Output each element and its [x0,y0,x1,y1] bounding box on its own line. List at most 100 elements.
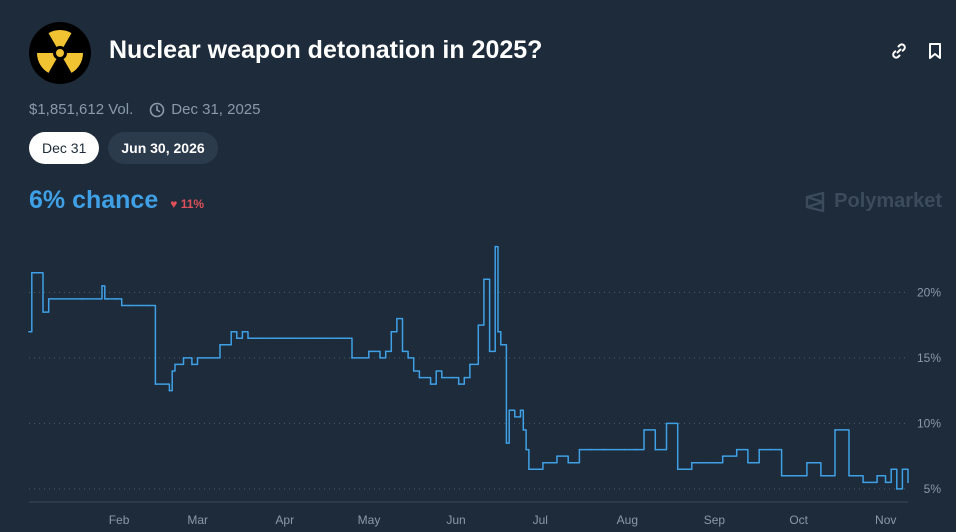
series-point [418,376,421,379]
series-point [884,481,887,484]
series-point [390,330,393,333]
series-point [643,429,645,431]
series-point [154,383,157,385]
x-tick-label: Sep [704,513,726,527]
end-date-label: Dec 31, 2025 [171,101,261,118]
series-point [401,350,404,353]
x-tick-label: Feb [109,513,130,527]
tab-jun-30-2026[interactable]: Jun 30, 2026 [108,132,218,164]
series-point [280,337,283,340]
series-point [901,468,904,471]
brand-name: Polymarket [834,190,942,212]
down-triangle-icon: ♥ [170,197,178,211]
series-point [747,461,749,464]
series-point [317,337,320,340]
series-point [106,298,109,300]
series-point [379,357,381,359]
series-point [488,350,491,353]
series-point [542,461,544,464]
series-point [81,298,84,300]
x-tick-label: Jun [446,513,465,527]
series-point [806,461,808,464]
chance-value: 6% chance [29,186,159,214]
series-point [247,337,249,340]
x-tick-label: May [358,513,381,527]
series-point [536,468,539,471]
series-point [469,363,471,366]
series-point [499,344,502,346]
series-point [895,488,898,490]
series-point [241,330,244,333]
series-point [589,448,592,451]
series-point [514,416,516,418]
series-point [547,461,550,464]
series-point [528,468,530,471]
series-point [191,363,193,366]
x-tick-label: Jul [533,513,548,527]
series-point [769,448,772,451]
series-point [412,370,415,372]
volume-label: $1,851,612 Vol. [29,101,134,118]
series-point [483,278,485,281]
series-point [101,285,103,287]
series-point [794,475,797,477]
series-point [508,409,511,412]
series-point [820,475,822,477]
radiation-blade [37,53,57,73]
series-point [396,317,398,320]
series-point [104,298,106,300]
polymarket-icon [805,191,825,212]
series-line [29,245,909,490]
radiation-blade [48,30,72,47]
series-point [368,350,370,353]
series-point [196,357,199,359]
series-point [780,475,783,477]
series-point [654,448,657,451]
series-point [519,409,522,412]
x-tick-label: Apr [275,513,294,527]
series-point [429,383,432,385]
series-point [174,363,176,366]
series-point [623,448,626,451]
series-point [890,468,892,471]
series-point [334,337,336,340]
link-icon[interactable] [890,42,908,60]
series-point [39,271,42,274]
y-tick-label: 10% [917,416,941,430]
polymarket-logo: Polymarket [804,190,942,213]
series-point [603,448,606,451]
series-point [384,350,387,353]
series-point [457,383,460,385]
series-point [435,370,438,372]
series-point [28,330,30,333]
x-tick-label: Nov [875,513,896,527]
series-point [735,448,738,451]
series-point [306,337,308,340]
clock-icon [149,102,165,118]
series-point [758,448,760,451]
radiation-blade [63,53,83,73]
series-point [120,304,123,307]
series-point [556,455,558,457]
series-point [463,376,466,379]
tab-dec-31[interactable]: Dec 31 [29,132,100,164]
series-point [876,475,878,477]
series-point [721,455,724,457]
change-value: 11% [180,197,205,211]
radiation-icon [29,22,91,84]
bookmark-icon[interactable] [926,42,944,60]
date-tabs: Dec 31 Jun 30, 2026 [29,132,218,164]
y-tick-label: 20% [917,285,941,299]
series-point [230,330,232,333]
market-meta: $1,851,612 Vol. Dec 31, 2025 [29,101,261,118]
y-tick-label: 5% [924,482,942,496]
x-tick-label: Oct [789,513,808,527]
series-point [294,337,297,340]
series-point [404,350,407,353]
series-point [182,357,185,359]
x-tick-label: Aug [617,513,638,527]
y-tick-label: 15% [917,351,941,365]
x-tick-label: Mar [187,513,208,527]
series-point [129,304,131,307]
series-point [452,376,454,379]
